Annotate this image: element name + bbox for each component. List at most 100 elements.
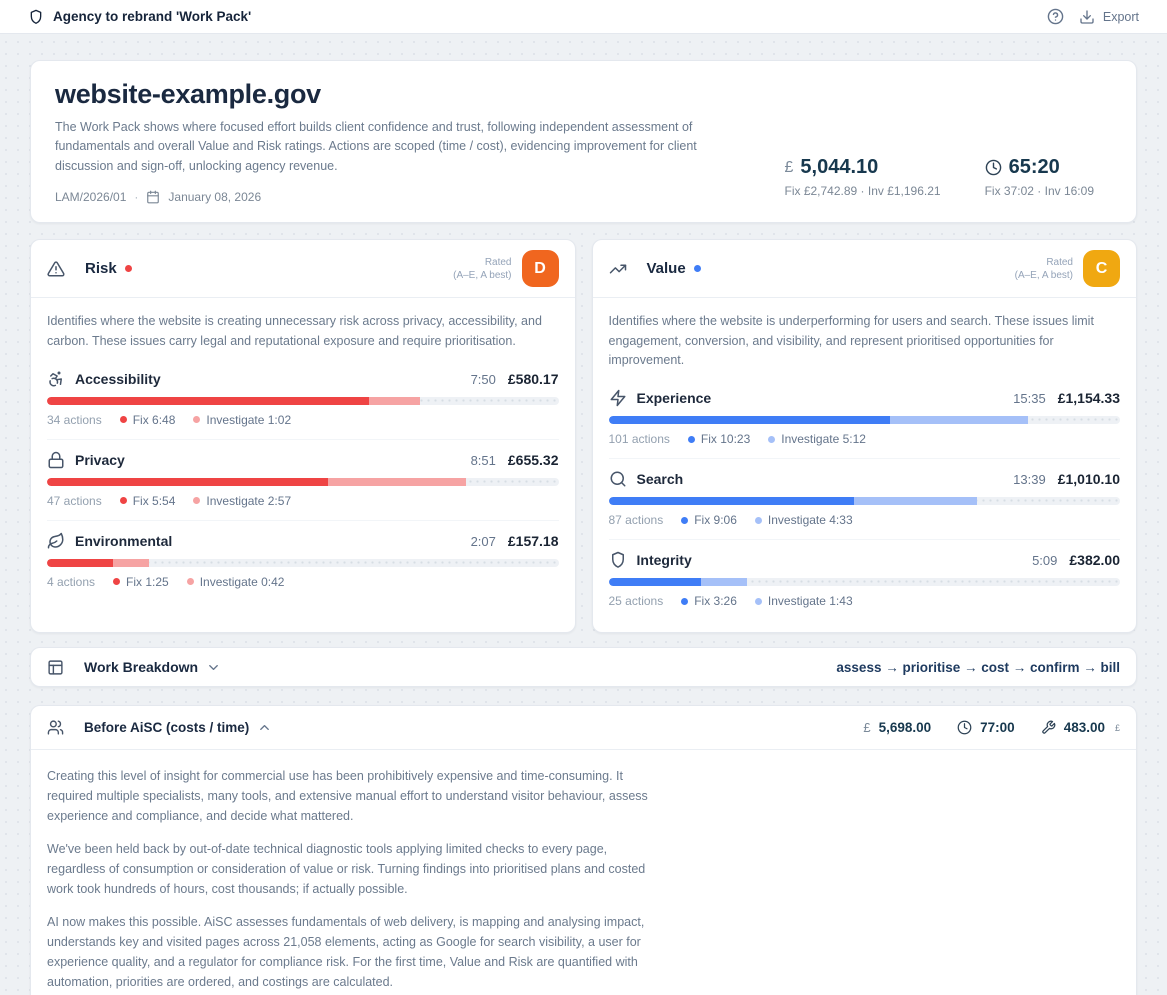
risk-grade-badge: D [521, 250, 559, 288]
fix-bar-segment [47, 396, 370, 405]
fix-dot [119, 497, 127, 505]
chevron-down-icon [206, 660, 221, 675]
fix-dot [113, 578, 121, 586]
app-title: Agency to rebrand 'Work Pack' [53, 9, 252, 24]
metric-name: Integrity [636, 552, 692, 569]
before-effort-stat: 483.00 £ [1041, 720, 1120, 735]
risk-row-environmental: Environmental 2:07 £157.18 4 actions Fix … [47, 519, 559, 601]
report-date: January 08, 2026 [168, 190, 262, 205]
process-flow-label: assess → prioritise → cost → confirm → b… [836, 659, 1120, 675]
progress-bar [47, 396, 559, 405]
fix-legend: Fix 5:54 [119, 494, 175, 508]
metric-cost: £1,154.33 [1057, 390, 1120, 407]
investigate-dot [754, 597, 762, 605]
fix-bar-segment [47, 558, 114, 567]
metric-cost: £655.32 [507, 451, 559, 468]
progress-bar [608, 416, 1120, 425]
total-time-breakdown: Fix 37:02 · Inv 16:09 [984, 184, 1094, 199]
total-time-stat: 65:20 Fix 37:02 · Inv 16:09 [985, 156, 1094, 198]
risk-card: Risk Rated (A–E, A best) D Identifies whe… [30, 239, 576, 634]
page-title: website-example.gov [55, 79, 321, 109]
actions-count: 47 actions [47, 493, 102, 508]
accessibility-icon [47, 370, 65, 388]
fix-bar-segment [608, 578, 701, 587]
search-icon [609, 470, 627, 488]
investigate-dot [768, 435, 776, 443]
summary-description: The Work Pack shows where focused effort… [55, 120, 697, 173]
lock-icon [47, 451, 65, 469]
investigate-dot [193, 497, 201, 505]
risk-description: Identifies where the website is creating… [47, 314, 542, 348]
metric-cost: £580.17 [507, 370, 559, 387]
value-card-header: Value Rated (A–E, A best) C [592, 240, 1136, 299]
risk-status-dot [124, 265, 132, 273]
actions-count: 34 actions [47, 412, 102, 427]
fix-bar-segment [608, 497, 855, 506]
table-icon [47, 659, 64, 676]
investigate-legend: Investigate 4:33 [754, 513, 853, 527]
fix-dot [119, 416, 127, 424]
total-cost-breakdown: Fix £2,742.89 · Inv £1,196.21 [784, 184, 941, 199]
metric-time: 13:39 [1013, 472, 1046, 488]
wrench-icon [1041, 720, 1056, 735]
total-time-value: 65:20 [1008, 156, 1060, 179]
value-description: Identifies where the website is underper… [608, 314, 1094, 367]
rating-scale-label: Rated (A–E, A best) [453, 256, 512, 281]
fix-legend: Fix 1:25 [113, 575, 169, 589]
investigate-bar-segment [854, 497, 977, 506]
shield-icon [609, 551, 627, 569]
metric-cost: £382.00 [1069, 552, 1120, 569]
before-paragraph: Creating this level of insight for comme… [47, 769, 648, 824]
metric-name: Privacy [75, 451, 125, 468]
fix-legend: Fix 6:48 [119, 413, 175, 427]
fix-bar-segment [608, 416, 890, 425]
actions-count: 87 actions [608, 513, 664, 528]
actions-count: 25 actions [608, 594, 664, 609]
metric-time: 7:50 [470, 371, 496, 387]
investigate-bar-segment [113, 558, 150, 567]
export-button[interactable]: Export [1079, 9, 1139, 25]
help-icon[interactable] [1047, 8, 1064, 25]
progress-bar [47, 477, 559, 486]
investigate-bar-segment [328, 477, 467, 486]
before-aisc-card: Before AiSC (costs / time) £ 5,698.00 77… [30, 705, 1137, 995]
zap-icon [609, 389, 627, 407]
before-paragraph: AI now makes this possible. AiSC assesse… [47, 915, 645, 990]
fix-dot [681, 597, 689, 605]
before-aisc-header[interactable]: Before AiSC (costs / time) £ 5,698.00 77… [31, 706, 1136, 751]
fix-dot [687, 435, 695, 443]
work-breakdown-header[interactable]: Work Breakdown assess → prioritise → cos… [30, 647, 1137, 688]
investigate-dot [186, 578, 194, 586]
top-bar: Agency to rebrand 'Work Pack' Export [0, 0, 1167, 34]
work-breakdown-title: Work Breakdown [84, 659, 199, 676]
before-paragraph: We've been held back by out-of-date tech… [47, 842, 646, 897]
before-cost-stat: £ 5,698.00 [863, 720, 932, 736]
metric-time: 2:07 [470, 533, 496, 549]
progress-bar [47, 558, 559, 567]
metric-cost: £1,010.10 [1057, 471, 1120, 488]
investigate-bar-segment [369, 396, 421, 405]
metric-time: 8:51 [470, 452, 496, 468]
value-status-dot [693, 265, 701, 273]
before-time-stat: 77:00 [957, 720, 1015, 735]
risk-title: Risk [85, 260, 117, 278]
investigate-bar-segment [889, 416, 1028, 425]
progress-bar [608, 497, 1120, 506]
metric-time: 15:35 [1013, 391, 1046, 407]
clock-icon [957, 720, 972, 735]
risk-row-privacy: Privacy 8:51 £655.32 47 actions Fix 5:54 … [47, 438, 559, 520]
investigate-dot [754, 516, 762, 524]
value-grade-badge: C [1083, 250, 1120, 288]
fix-legend: Fix 3:26 [681, 594, 737, 608]
value-row-experience: Experience 15:35 £1,154.33 101 actions Fi… [608, 378, 1120, 458]
users-icon [47, 719, 64, 736]
download-icon [1079, 9, 1095, 25]
risk-row-accessibility: Accessibility 7:50 £580.17 34 actions Fix… [47, 359, 559, 439]
value-title: Value [646, 260, 686, 278]
value-card: Value Rated (A–E, A best) C Identifies wh… [591, 239, 1137, 634]
actions-count: 101 actions [608, 432, 670, 447]
investigate-dot [193, 416, 201, 424]
fix-bar-segment [47, 477, 329, 486]
fix-dot [681, 516, 689, 524]
metric-name: Environmental [75, 532, 173, 549]
